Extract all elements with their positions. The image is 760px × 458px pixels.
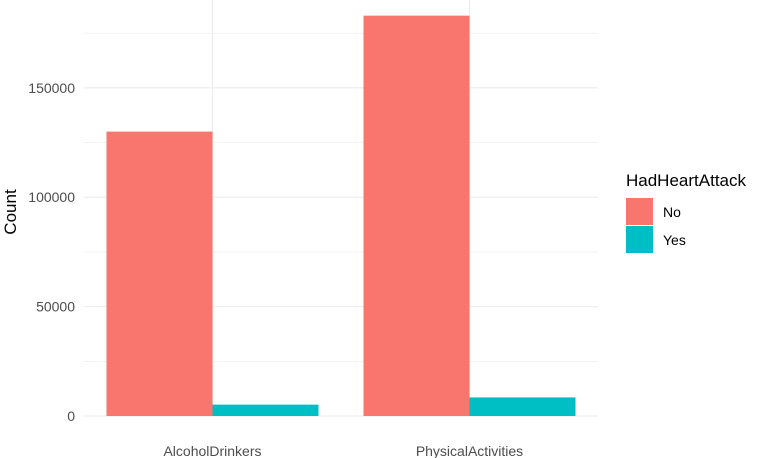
y-axis-title: Count <box>1 189 20 235</box>
bar-no-alcoholdrinkers <box>106 131 213 416</box>
x-tick-labels: AlcoholDrinkers PhysicalActivities <box>163 443 523 458</box>
legend-label-yes: Yes <box>663 232 686 248</box>
y-tick-label: 50000 <box>36 299 75 315</box>
legend-key-yes <box>626 226 653 253</box>
legend-title: HadHeartAttack <box>626 171 746 190</box>
bar-yes-physicalactivities <box>469 397 576 416</box>
bar-yes-alcoholdrinkers <box>212 404 319 416</box>
legend-key-no <box>626 198 653 225</box>
y-tick-labels: 0 50000 100000 150000 <box>28 80 75 424</box>
y-tick-label: 0 <box>67 408 75 424</box>
legend-label-no: No <box>663 204 681 220</box>
bar-no-physicalactivities <box>363 15 470 417</box>
legend: HadHeartAttack No Yes <box>626 171 746 253</box>
bars <box>106 15 576 417</box>
x-tick-label: AlcoholDrinkers <box>163 443 261 458</box>
y-tick-label: 100000 <box>28 189 75 205</box>
legend-items: No Yes <box>626 198 686 253</box>
y-tick-label: 150000 <box>28 80 75 96</box>
x-tick-label: PhysicalActivities <box>416 443 523 458</box>
